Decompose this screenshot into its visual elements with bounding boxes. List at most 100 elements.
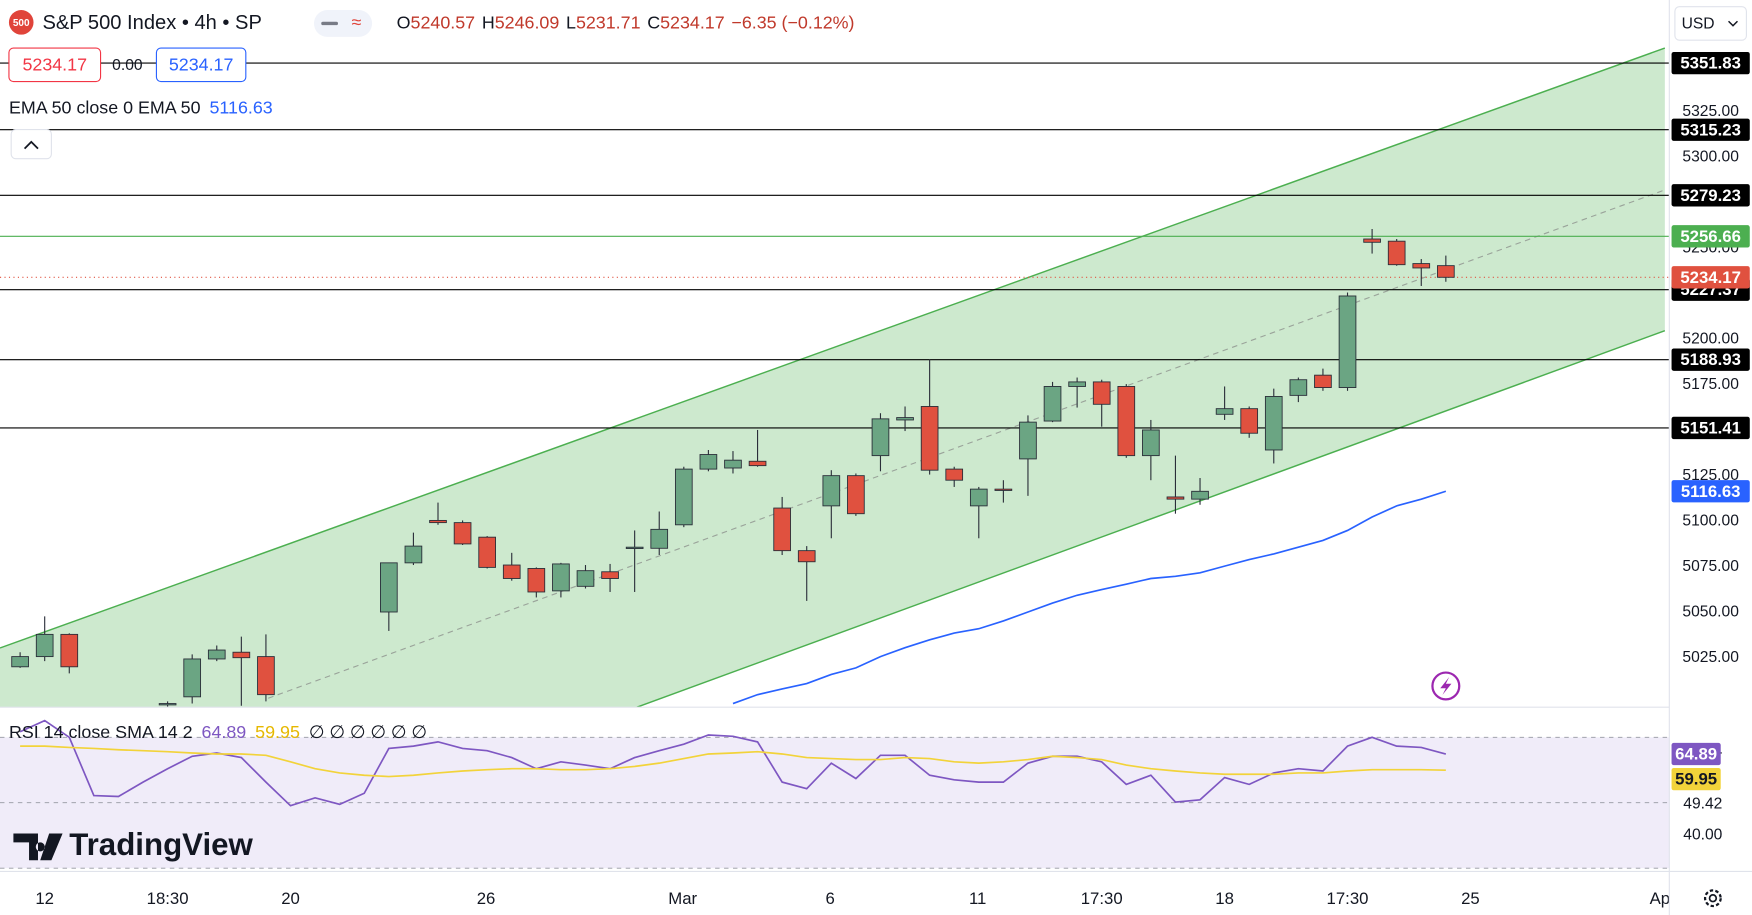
candle-body [1191,490,1209,500]
settings-button[interactable] [1703,889,1722,908]
x-tick-label: 18:30 [147,889,189,908]
candle-body [1068,381,1086,387]
series-line [19,719,1447,807]
candle-body [1092,381,1111,405]
indicator-label: EMA 50 close 0 EMA 50 [9,97,201,117]
y-tick-label: 5025.00 [1682,649,1739,666]
alert-icon[interactable] [1431,671,1461,701]
candle-body [1387,240,1406,266]
collapse-button[interactable] [10,129,52,160]
y-tick-label: 5125.00 [1682,467,1739,484]
candle-body [1166,496,1185,500]
y-tick-label: 5175.00 [1682,376,1739,393]
x-tick-label: 18 [1215,889,1234,908]
candle-body [60,633,79,668]
brand-mark [13,833,63,861]
candle-body [797,550,816,563]
candle-body [920,406,939,471]
compare-pill[interactable] [313,10,373,37]
price-tag [1671,416,1750,440]
candle-body [207,649,226,660]
price-tag [1671,225,1750,248]
pill-icon: ≈ [352,12,362,32]
indicator-legend: EMA 50 close 0 EMA 50 5116.63 [9,97,273,117]
price-tag [1671,118,1750,141]
rsi-sma-value: 59.95 [255,722,300,742]
ohlc-legend: O5240.57 H5246.09 L5231.71 C5234.17 −6.35 (−… [397,12,855,32]
symbol-title[interactable]: S&P 500 Index • 4h • SP [42,12,261,34]
x-tick-label: 26 [477,889,496,908]
alert-bolt [1440,677,1452,695]
logo-badge[interactable] [8,10,34,35]
x-tick-label: 12 [35,889,54,908]
candle-body [724,459,742,469]
price-tag [1671,348,1750,371]
gear-icon [1708,894,1718,903]
rsi-legend: RSI 14 close SMA 14 2 64.89 59.95 ∅ ∅ ∅ ∅ ∅… [9,722,427,742]
x-tick-label: 17:30 [1081,889,1123,908]
rsi-empty-values: ∅ ∅ ∅ ∅ ∅ ∅ [309,722,427,742]
candle-body [1412,263,1431,269]
brand-name: TradingView [69,827,253,862]
ohlc-value: 5231.71 [576,12,641,32]
candle-body [478,536,496,568]
price-tag [1671,767,1721,791]
price-tag-label: 5234.17 [1680,268,1741,287]
candle-body [576,570,595,587]
logo-text: 500 [13,18,30,29]
chevron-icon [23,140,39,150]
candle-body [429,519,447,524]
candle-body [674,468,693,526]
candle-body [1264,396,1283,451]
currency-button[interactable] [1674,6,1747,41]
y-tick-label: 5050.00 [1682,604,1739,621]
gear-icon [1703,889,1722,908]
candle-body [1117,386,1136,457]
price-axis: 5025.00 5050.00 5075.00 5100.00 5125.00 5175.… [1671,51,1750,844]
series-line [732,490,1447,705]
ohlc-value: 5246.09 [495,12,560,32]
change: −6.35 (−0.12%) [731,12,854,32]
candle-body [896,417,914,421]
candle-body [847,475,865,515]
candle-body [1437,265,1455,278]
candle-body [404,545,423,564]
candle-body [380,562,398,613]
price-tag-label: 59.95 [1675,770,1717,789]
price-pane [0,47,1670,708]
bid-box[interactable] [8,47,102,83]
time-axis: 12 18:30 20 26 Mar 6 11 17:30 18 17:30 25 Apr [35,889,1676,908]
ask: 5234.17 [169,55,234,75]
price-tag [1671,184,1750,207]
candle-body [1314,374,1332,388]
candle-body [650,528,669,549]
ohlc-value: 5234.17 [660,12,725,32]
rsi-value: 64.89 [202,722,247,742]
ohlc-label: C [647,12,660,32]
candle-body [822,475,841,507]
channel-midline [267,189,1666,699]
candle-body [871,418,890,457]
candle-body [232,651,251,659]
x-tick-label: Mar [668,889,697,908]
ohlc-value: 5240.57 [411,12,476,32]
channel-fill [0,48,1665,708]
x-tick-label: Apr [1650,889,1676,908]
channel-line [636,330,1666,708]
currency: USD [1682,16,1715,33]
ask-box[interactable] [155,47,247,83]
bid: 5234.17 [22,55,87,75]
candle-body [1363,238,1381,243]
candle-body [773,507,791,552]
candle-body [625,546,644,549]
indicator-value: 5116.63 [209,97,272,117]
brand-logo: TradingView [13,827,254,862]
price-tag-label: 5151.41 [1680,418,1741,437]
price-tag-label: 5279.23 [1680,186,1741,205]
candle-body [1019,421,1037,460]
candle-body [969,488,988,507]
price-tag-label: 5256.66 [1680,227,1741,246]
candle-body [35,633,54,658]
